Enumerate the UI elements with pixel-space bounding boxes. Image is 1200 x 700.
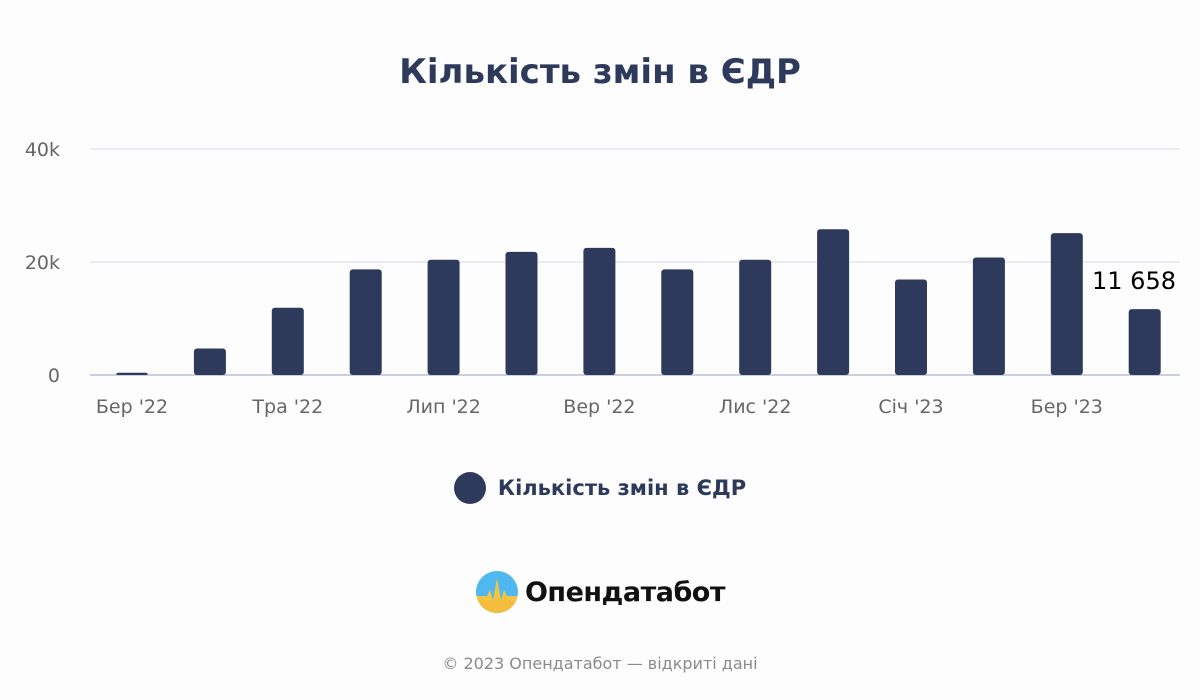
bars bbox=[116, 229, 1161, 375]
x-axis-ticks: Бер '22 Тра '22 Лип '22 Вер '22 Лис '22 Січ '… bbox=[96, 396, 1103, 418]
opendatabot-logo-icon bbox=[475, 571, 518, 613]
copyright-footer: © 2023 Опендатабот — відкриті дані bbox=[442, 654, 758, 673]
x-tick-label: Лис '22 bbox=[719, 396, 792, 418]
bar[interactable] bbox=[583, 247, 616, 375]
bar[interactable] bbox=[739, 259, 772, 375]
bar[interactable] bbox=[505, 251, 538, 375]
y-tick-label: 20k bbox=[25, 252, 60, 274]
bar[interactable] bbox=[1128, 309, 1161, 375]
data-labels: 11 658 bbox=[1092, 267, 1176, 295]
brand-logo[interactable]: Опендатабот bbox=[0, 570, 1200, 614]
y-tick-label: 40k bbox=[25, 139, 60, 161]
x-tick-label: Бер '23 bbox=[1031, 396, 1103, 418]
bar[interactable] bbox=[817, 229, 850, 375]
y-axis-ticks: 0 20k 40k bbox=[25, 139, 60, 387]
brand-logo-text: Опендатабот bbox=[524, 576, 726, 608]
bar[interactable] bbox=[661, 269, 694, 375]
legend-marker-icon[interactable] bbox=[453, 472, 486, 504]
bar[interactable] bbox=[895, 279, 927, 375]
chart-title: Кількість змін в ЄДР bbox=[399, 52, 801, 92]
legend-label[interactable]: Кількість змін в ЄДР bbox=[497, 476, 747, 500]
bar-chart: 0 20k 40k Бер '22 Тра '22 Лип '22 Вер '22 Лис … bbox=[25, 139, 1180, 418]
x-tick-label: Бер '22 bbox=[96, 396, 168, 418]
bar[interactable] bbox=[271, 307, 304, 375]
bar[interactable] bbox=[427, 259, 460, 375]
x-tick-label: Вер '22 bbox=[563, 396, 635, 418]
data-label: 11 658 bbox=[1092, 267, 1176, 295]
bar[interactable] bbox=[972, 257, 1005, 375]
bar[interactable] bbox=[193, 348, 226, 375]
x-tick-label: Тра '22 bbox=[251, 396, 323, 418]
grid-lines bbox=[90, 148, 1180, 376]
y-tick-label: 0 bbox=[48, 365, 60, 387]
x-tick-label: Січ '23 bbox=[878, 396, 943, 418]
bar[interactable] bbox=[1050, 233, 1083, 375]
x-tick-label: Лип '22 bbox=[406, 396, 481, 418]
legend[interactable]: Кількість змін в ЄДР bbox=[0, 472, 1200, 504]
bar[interactable] bbox=[116, 372, 148, 375]
bar[interactable] bbox=[349, 269, 382, 375]
